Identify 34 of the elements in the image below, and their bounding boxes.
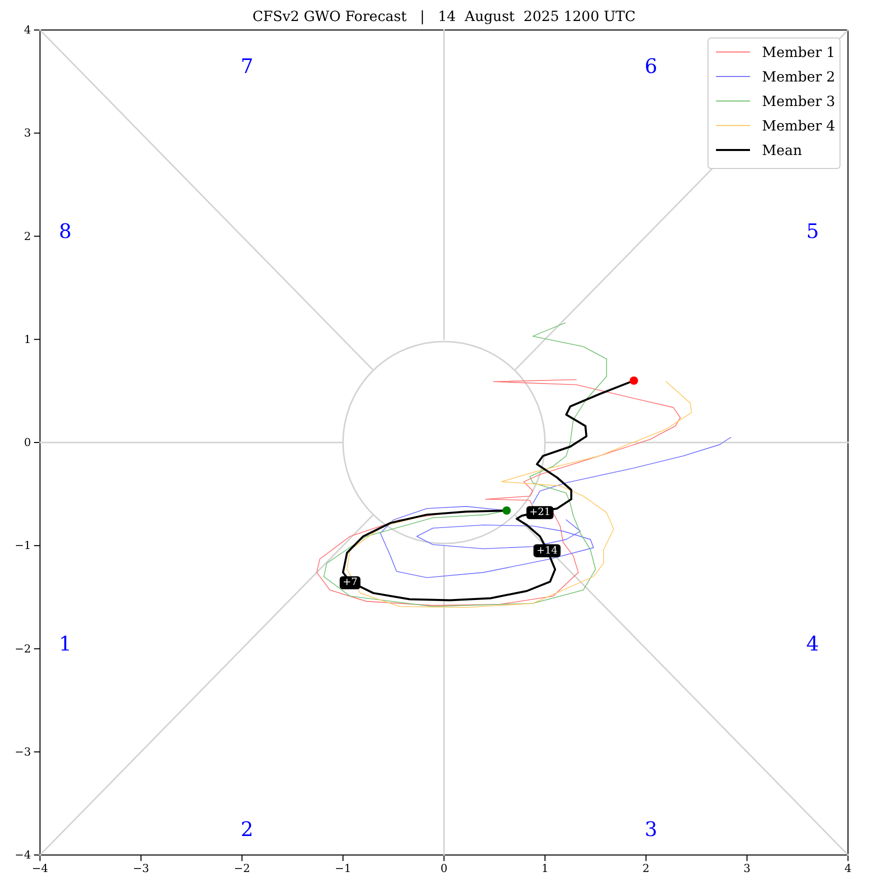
- chart-title: CFSv2 GWO Forecast | 14 August 2025 1200 UTC: [252, 9, 636, 25]
- annotation: 3: [644, 817, 658, 842]
- annotation: 7: [240, 54, 254, 78]
- legend-label: Member 2: [762, 69, 836, 86]
- y-tick-label: −4: [14, 848, 31, 862]
- legend-label: Member 1: [762, 44, 836, 61]
- x-tick-label: −1: [334, 862, 352, 875]
- point: [630, 376, 638, 385]
- legend-label: Member 4: [762, 118, 836, 134]
- annotation: 5: [806, 219, 820, 244]
- y-tick-label: −1: [14, 539, 31, 552]
- point: [502, 506, 511, 515]
- annotation: 6: [644, 54, 658, 78]
- y-tick-label: 0: [24, 436, 31, 450]
- y-tick-label: 3: [24, 126, 31, 140]
- x-tick-label: 3: [744, 862, 750, 875]
- annotation: 2: [240, 817, 254, 842]
- legend-label: Mean: [762, 142, 802, 159]
- x-tick-label: −3: [132, 862, 150, 875]
- y-tick-label: 2: [24, 230, 31, 243]
- annotation: 4: [806, 632, 820, 656]
- line-series: [323, 322, 608, 607]
- x-tick-label: 1: [542, 862, 548, 875]
- legend-label: Member 3: [762, 94, 836, 110]
- y-tick-label: −2: [14, 642, 31, 656]
- y-tick-label: −3: [14, 745, 31, 758]
- x-tick-label: 4: [844, 862, 852, 875]
- annotation: 1: [58, 632, 72, 656]
- x-tick-label: 0: [440, 862, 448, 875]
- x-tick-label: 2: [642, 862, 650, 875]
- x-tick-label: −2: [234, 862, 250, 875]
- y-tick-label: 4: [24, 24, 31, 37]
- annotation: 8: [58, 219, 72, 244]
- y-tick-label: 1: [24, 332, 31, 346]
